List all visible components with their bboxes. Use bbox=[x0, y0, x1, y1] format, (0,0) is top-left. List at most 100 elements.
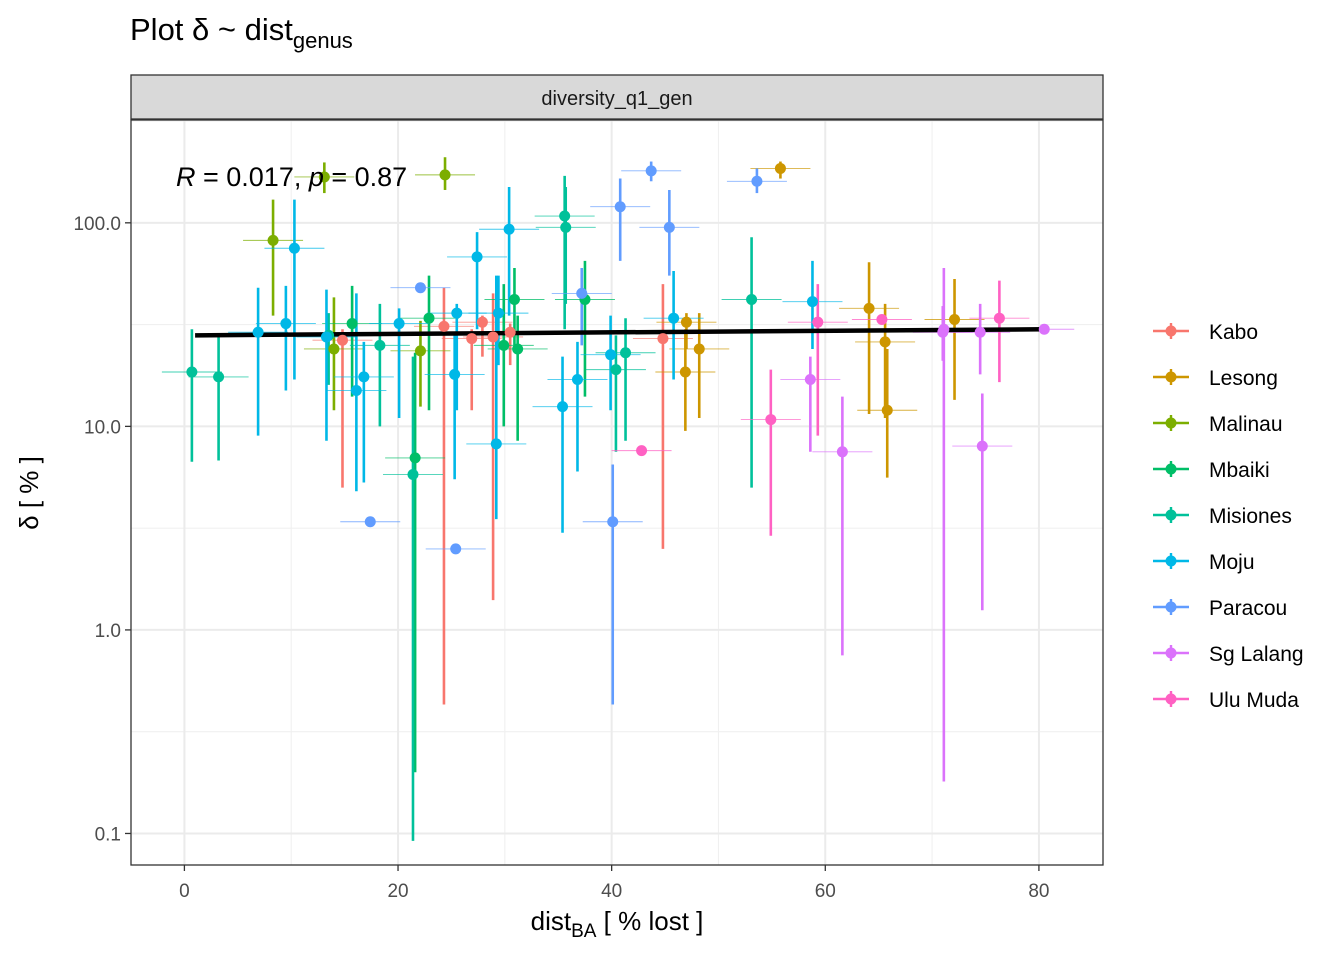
data-point bbox=[280, 318, 292, 330]
data-point bbox=[680, 316, 692, 328]
data-point bbox=[350, 385, 362, 397]
data-point bbox=[267, 234, 279, 246]
x-axis-title: distBA [ % lost ] bbox=[531, 906, 704, 942]
data-point bbox=[364, 516, 376, 528]
data-point bbox=[949, 313, 961, 325]
data-point bbox=[812, 316, 824, 328]
data-point bbox=[881, 404, 893, 416]
data-point bbox=[836, 446, 848, 458]
data-point bbox=[512, 343, 524, 355]
x-axis: 0 20 40 60 80 bbox=[179, 865, 1049, 902]
data-point bbox=[879, 336, 891, 348]
data-point bbox=[607, 516, 619, 528]
legend-label: Kabo bbox=[1209, 321, 1258, 344]
legend-label: Misiones bbox=[1209, 505, 1292, 528]
data-point bbox=[993, 312, 1005, 324]
x-tick-label: 0 bbox=[179, 881, 190, 902]
data-points bbox=[186, 162, 1050, 555]
legend-label: Moju bbox=[1209, 551, 1255, 574]
data-point bbox=[645, 165, 657, 177]
legend-label: Mbaiki bbox=[1209, 459, 1270, 482]
legend-label: Paracou bbox=[1209, 597, 1287, 620]
data-point bbox=[804, 373, 816, 385]
data-point bbox=[393, 318, 405, 330]
y-tick-label: 10.0 bbox=[84, 417, 121, 438]
data-point bbox=[288, 242, 300, 254]
data-point bbox=[976, 440, 988, 452]
data-point bbox=[252, 326, 264, 338]
regression-line bbox=[195, 327, 1045, 338]
data-point bbox=[863, 302, 875, 314]
data-point bbox=[974, 326, 986, 338]
data-point bbox=[938, 323, 950, 335]
data-point bbox=[693, 343, 705, 355]
legend-key-point bbox=[1165, 693, 1177, 705]
data-point bbox=[450, 543, 462, 555]
legend-key-point bbox=[1165, 509, 1177, 521]
plot-panel bbox=[131, 120, 1103, 865]
data-point bbox=[487, 331, 499, 343]
facet-label: diversity_q1_gen bbox=[541, 88, 692, 110]
x-tick-label: 40 bbox=[601, 881, 622, 902]
data-point bbox=[374, 339, 386, 351]
data-point bbox=[358, 371, 370, 383]
chart-title: Plot δ ~ distgenus bbox=[130, 12, 353, 53]
y-tick-label: 1.0 bbox=[95, 621, 121, 642]
y-tick-label: 100.0 bbox=[73, 214, 121, 235]
legend-label: Lesong bbox=[1209, 367, 1278, 390]
data-point bbox=[423, 312, 435, 324]
data-point bbox=[498, 339, 510, 351]
data-point bbox=[636, 445, 648, 457]
data-point bbox=[620, 347, 632, 359]
correlation-annotation: R = 0.017, p = 0.87 bbox=[176, 162, 407, 192]
facet-strip bbox=[130, 74, 1104, 120]
data-point bbox=[663, 221, 675, 233]
data-point bbox=[559, 210, 571, 222]
data-point bbox=[490, 438, 502, 450]
legend-key-point bbox=[1165, 555, 1177, 567]
data-point bbox=[414, 282, 426, 294]
legend: Kabo Lesong Malinau Mbaiki Misiones Moju Parac… bbox=[1153, 321, 1304, 712]
data-point bbox=[407, 469, 419, 481]
legend-label: Sg Lalang bbox=[1209, 643, 1304, 666]
data-point bbox=[504, 326, 516, 338]
y-tick-label: 0.1 bbox=[95, 824, 121, 845]
data-point bbox=[471, 251, 483, 263]
data-point bbox=[610, 364, 622, 376]
data-point bbox=[438, 320, 450, 332]
data-point bbox=[765, 414, 777, 426]
y-axis: 0.1 1.0 10.0 100.0 bbox=[73, 214, 131, 845]
data-point bbox=[336, 334, 348, 346]
legend-label: Ulu Muda bbox=[1209, 689, 1299, 712]
legend-label: Malinau bbox=[1209, 413, 1283, 436]
data-point bbox=[320, 331, 332, 343]
data-point bbox=[492, 307, 504, 319]
data-point bbox=[560, 221, 572, 233]
data-point bbox=[328, 343, 340, 355]
legend-key-point bbox=[1165, 371, 1177, 383]
data-point bbox=[576, 287, 588, 299]
data-point bbox=[414, 345, 426, 357]
data-point bbox=[186, 366, 198, 378]
data-point bbox=[668, 312, 680, 324]
legend-key-point bbox=[1165, 325, 1177, 337]
plot-border bbox=[130, 119, 1104, 866]
x-tick-label: 80 bbox=[1028, 881, 1049, 902]
data-point bbox=[876, 313, 888, 325]
legend-key-point bbox=[1165, 601, 1177, 613]
trend-line bbox=[195, 327, 1045, 338]
data-point bbox=[439, 169, 451, 181]
data-point bbox=[508, 294, 520, 306]
x-tick-label: 20 bbox=[387, 881, 408, 902]
legend-key-point bbox=[1165, 417, 1177, 429]
legend-key-point bbox=[1165, 463, 1177, 475]
data-point bbox=[409, 452, 421, 464]
data-point bbox=[605, 349, 617, 361]
data-point bbox=[451, 307, 463, 319]
data-point bbox=[213, 371, 225, 383]
data-point bbox=[614, 201, 626, 213]
data-point bbox=[449, 368, 461, 380]
data-point bbox=[503, 223, 515, 235]
data-point bbox=[476, 316, 488, 328]
